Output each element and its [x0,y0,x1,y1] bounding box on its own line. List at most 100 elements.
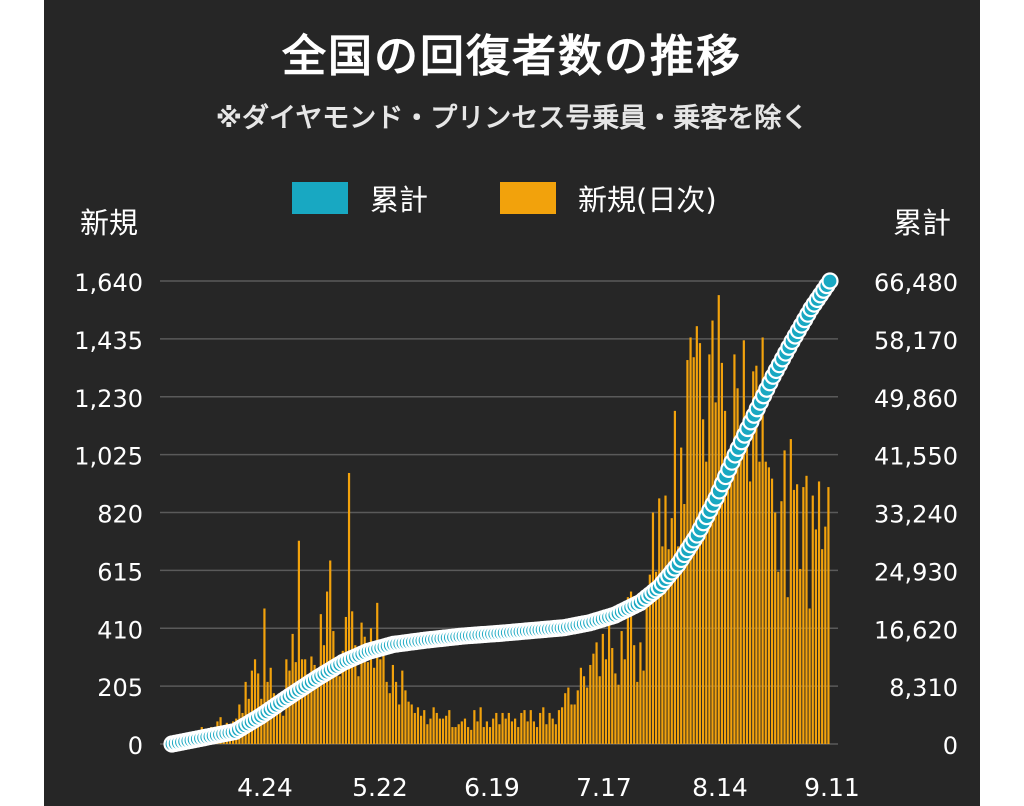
bar [473,710,476,744]
bar [551,718,554,744]
bar [322,645,326,744]
bar [720,362,723,744]
bar [507,712,510,744]
cumulative-point [821,272,839,290]
bar [651,512,655,744]
bar [554,724,557,744]
y-tick-label-right: 0 [943,732,958,760]
bar [702,419,705,744]
bar [369,628,373,744]
bar [661,546,664,744]
bar [435,712,438,744]
x-tick-label: 6.19 [464,773,520,802]
bar [379,659,382,744]
y-tick-label-right: 58,170 [874,327,958,355]
bar [448,710,451,744]
bar [445,715,448,744]
bar [680,447,683,744]
bar [388,693,391,744]
legend-label-daily: 新規(日次) [578,183,717,217]
bar [426,724,429,744]
legend-swatch-daily [500,182,556,214]
legend-swatch-cumulative [292,182,348,214]
bar [438,718,441,744]
bar [655,571,658,744]
bar [570,704,573,744]
bar [410,704,413,744]
bar [821,549,824,744]
y-tick-label-right: 49,860 [874,385,958,413]
bar [579,667,582,744]
bar [761,337,764,744]
bar [398,704,401,744]
bar [501,712,504,744]
bar [670,518,673,744]
bar [573,704,576,744]
bar [275,710,279,744]
bar [777,571,780,744]
bar [404,690,407,744]
bar [253,659,257,744]
bar [366,662,369,744]
y-tick-label-right: 16,620 [874,616,958,644]
bar [441,718,445,744]
bar [429,718,432,744]
bar [811,495,814,744]
bar [617,684,620,744]
bar [401,670,404,744]
bar [272,693,275,744]
bar [601,633,604,744]
bar [642,670,645,744]
bar [711,320,714,744]
bar [817,481,821,744]
y-tick-label-left: 1,025 [74,443,143,471]
bar [294,662,297,744]
bar [595,642,598,744]
bar [514,718,517,744]
bar [407,701,410,744]
bar [523,710,526,744]
bar [749,481,752,744]
y-tick-label-left: 205 [97,674,143,702]
bar [786,597,789,744]
y-tick-label-right: 41,550 [874,443,958,471]
bar [297,540,300,744]
bar [636,681,639,744]
bar [827,487,830,744]
bar [498,724,501,744]
bar [344,616,347,744]
bar [360,622,363,744]
bar [529,710,532,744]
bar [539,712,542,744]
bar [495,712,498,744]
bar [357,676,360,744]
y-tick-label-right: 24,930 [874,558,958,586]
legend-item-cumulative: 累計 [292,178,428,218]
y-tick-label-left: 0 [128,732,143,760]
bar [564,693,567,744]
bar [548,712,551,744]
bar [799,568,802,744]
chart-subtitle: ※ダイヤモンド・プリンセス号乗員・乗客を除く [215,103,809,134]
bar [244,681,247,744]
bar [363,636,366,744]
bar [598,676,601,744]
bar [347,472,351,744]
x-tick-label: 9.11 [804,773,860,802]
bar [535,727,539,744]
bar [479,707,482,744]
bar [263,608,266,744]
chart-panel [44,0,980,806]
bar [667,549,670,744]
bar [485,721,488,744]
bar [492,718,495,744]
chart-title: 全国の回復者数の推移 [282,31,742,82]
bar [764,461,767,744]
bar [288,670,291,744]
bar [626,597,629,744]
bar [604,659,608,744]
x-tick-label: 5.22 [352,773,408,802]
bar [451,727,454,744]
bar [457,724,460,744]
bar [250,670,253,744]
